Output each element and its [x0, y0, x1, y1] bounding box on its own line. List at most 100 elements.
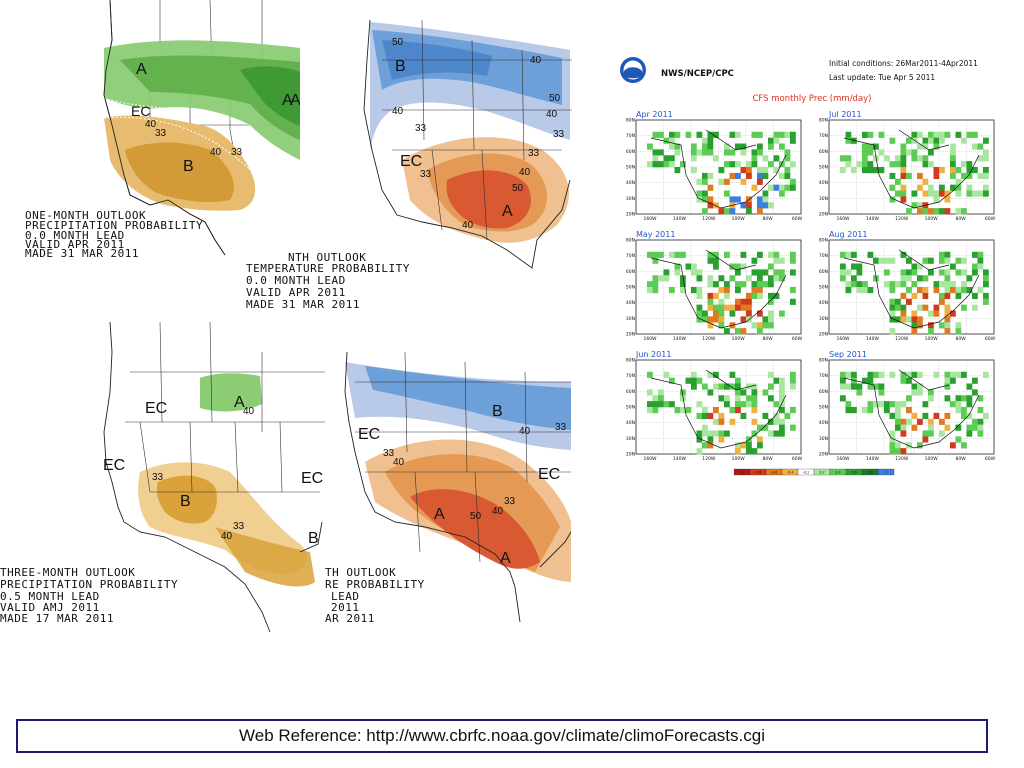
cfs-precip-cell [983, 137, 989, 144]
cfs-precip-cell [983, 298, 989, 305]
map-caption: MADE 17 MAR 2011 [0, 612, 114, 625]
cfs-lon-tick: 160W [836, 456, 850, 462]
cfs-precip-cell [845, 407, 852, 414]
map-caption: VALID APR 2011 [246, 286, 346, 299]
cfs-precip-cell [972, 143, 978, 150]
cfs-precip-cell [768, 275, 774, 282]
cfs-precip-cell [669, 137, 675, 144]
cfs-precip-cell [691, 371, 697, 378]
colorbar-tick: -1 [740, 471, 744, 475]
cfs-precip-cell [784, 149, 791, 156]
cfs-precip-cell [707, 202, 714, 209]
cfs-precip-cell [718, 316, 725, 323]
cfs-precip-cell [669, 131, 675, 138]
cfs-precip-cell [966, 430, 973, 437]
cfs-precip-cell [900, 251, 907, 258]
cfs-precip-cell [917, 155, 923, 162]
cfs-precip-cell [906, 371, 912, 378]
map-label: 33 [233, 521, 245, 532]
cfs-precip-cell [735, 328, 741, 335]
cfs-lat-tick: 80N [819, 358, 828, 364]
cfs-precip-cell [933, 143, 940, 150]
cfs-lon-tick: 80W [763, 456, 774, 462]
cfs-precip-cell [729, 275, 736, 282]
map-label: 40 [393, 457, 405, 468]
cfs-precip-cell [845, 281, 852, 288]
cfs-lat-tick: 50N [819, 405, 828, 411]
cfs-precip-cell [889, 137, 896, 144]
cfs-precip-cell [961, 407, 967, 414]
cfs-precip-cell [906, 316, 912, 323]
cfs-precip-cell [735, 401, 741, 408]
cfs-precip-cell [746, 202, 752, 209]
cfs-precip-cell [740, 167, 747, 174]
cfs-coastline [650, 129, 787, 209]
cfs-precip-cell [955, 131, 962, 138]
cfs-org: NWS/NCEP/CPC [661, 69, 734, 79]
cfs-precip-cell [669, 161, 675, 168]
cfs-lat-tick: 80N [819, 118, 828, 124]
cfs-precip-cell [911, 389, 918, 396]
cfs-precip-cell [735, 448, 741, 455]
cfs-precip-cell [867, 287, 874, 294]
cfs-precip-cell [972, 167, 978, 174]
cfs-precip-cell [696, 196, 703, 203]
cfs-precip-cell [906, 442, 912, 449]
cfs-precip-cell [740, 251, 747, 258]
cfs-precip-cell [691, 383, 697, 390]
cfs-precip-cell [928, 161, 934, 168]
cfs-precip-cell [851, 377, 857, 384]
cfs-precip-cell [652, 407, 659, 414]
cfs-precip-cell [900, 418, 907, 425]
cfs-precip-cell [845, 371, 852, 378]
cfs-precip-cell [972, 131, 978, 138]
cfs-precip-cell [751, 149, 758, 156]
map-label: 40 [462, 220, 474, 231]
cfs-precip-cell [878, 149, 885, 156]
cfs-precip-cell [735, 131, 741, 138]
cfs-precip-cell [757, 269, 763, 276]
cfs-precip-cell [950, 281, 956, 288]
cfs-precip-cell [718, 287, 725, 294]
cfs-precip-cell [900, 275, 907, 282]
cfs-precip-cell [889, 442, 896, 449]
cfs-precip-cell [658, 395, 664, 402]
cfs-precip-cell [862, 131, 868, 138]
cfs-precip-cell [944, 281, 951, 288]
web-reference-url[interactable]: http://www.cbrfc.noaa.gov/climate/climoF… [366, 726, 765, 745]
cfs-lat-tick: 40N [626, 180, 635, 186]
cfs-precip-cell [757, 442, 763, 449]
cfs-precip-cell [939, 184, 945, 191]
cfs-precip-cell [840, 275, 846, 282]
map-label: B [180, 493, 191, 510]
cfs-precip-cell [851, 167, 857, 174]
cfs-precip-cell [983, 155, 989, 162]
cfs-precip-cell [707, 371, 714, 378]
cfs-lat-tick: 70N [626, 373, 635, 379]
cfs-precip-cell [955, 424, 962, 431]
cfs-precip-cell [718, 322, 725, 329]
cfs-precip-cell [751, 389, 758, 396]
cfs-precip-cell [768, 418, 774, 425]
cfs-precip-cell [707, 292, 714, 300]
cfs-precip-cell [944, 287, 951, 294]
cfs-lon-tick: 80W [956, 336, 967, 342]
cfs-precip-cell [911, 412, 918, 420]
cfs-lat-tick: 60N [626, 389, 635, 395]
cfs-precip-cell [873, 167, 879, 174]
cfs-precip-cell [740, 281, 747, 288]
map-caption: PRECIPITATION PROBABILITY [0, 578, 178, 591]
cfs-precip-cell [840, 377, 846, 384]
cfs-precip-cell [696, 377, 703, 384]
cfs-precip-cell [972, 292, 978, 300]
cfs-precip-cell [862, 149, 868, 156]
cfs-lat-tick: 70N [819, 373, 828, 379]
cfs-precip-cell [961, 371, 967, 378]
cfs-lon-tick: 80W [956, 216, 967, 222]
cfs-precip-cell [900, 190, 907, 197]
cfs-precip-cell [977, 407, 984, 414]
cfs-precip-cell [966, 275, 973, 282]
cfs-precip-cell [779, 310, 785, 317]
cfs-precip-cell [895, 304, 901, 311]
cfs-precip-cell [873, 257, 879, 264]
